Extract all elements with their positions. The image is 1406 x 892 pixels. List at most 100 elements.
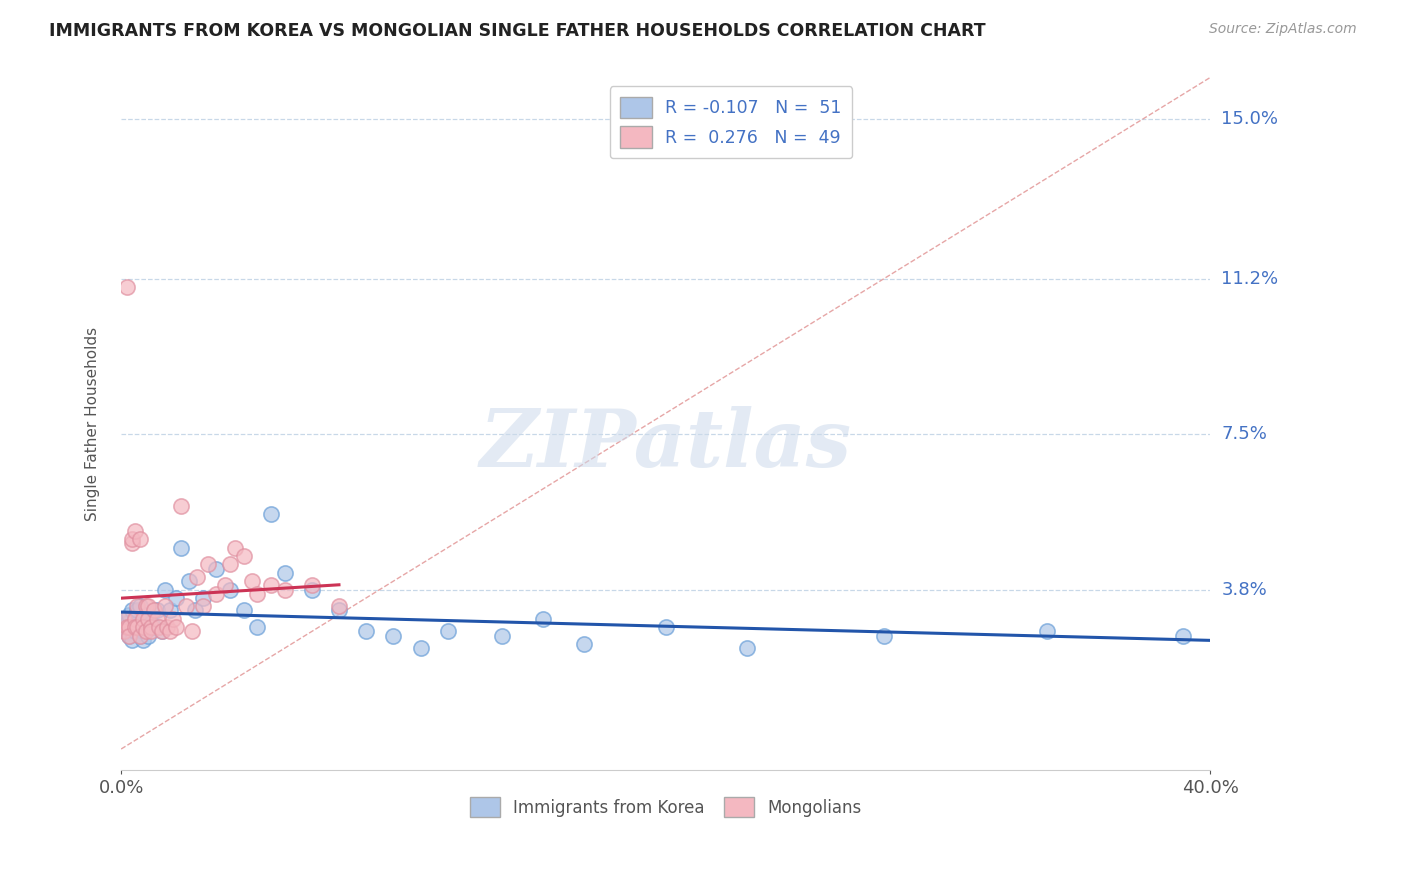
Y-axis label: Single Father Households: Single Father Households: [86, 326, 100, 521]
Point: [127, 603, 149, 617]
Point: [176, 599, 198, 614]
Point: [139, 616, 162, 631]
Point: [132, 632, 155, 647]
Point: [145, 612, 167, 626]
Point: [156, 620, 179, 634]
Text: Source: ZipAtlas.com: Source: ZipAtlas.com: [1209, 22, 1357, 37]
Point: [246, 620, 269, 634]
Point: [301, 578, 323, 592]
Point: [121, 603, 143, 617]
Point: [135, 607, 157, 622]
Point: [232, 549, 254, 563]
Point: [240, 574, 263, 588]
Point: [138, 629, 160, 643]
Point: [409, 641, 432, 656]
Point: [159, 603, 181, 617]
Point: [138, 612, 160, 626]
Text: 15.0%: 15.0%: [1222, 111, 1278, 128]
Point: [129, 599, 152, 614]
Point: [124, 612, 146, 626]
Point: [224, 541, 246, 555]
Point: [150, 624, 173, 639]
Point: [170, 499, 193, 513]
Point: [132, 612, 155, 626]
Point: [162, 612, 184, 626]
Point: [737, 641, 759, 656]
Point: [124, 620, 146, 634]
Point: [135, 620, 157, 634]
Point: [654, 620, 676, 634]
Point: [260, 578, 283, 592]
Point: [118, 629, 141, 643]
Point: [129, 629, 152, 643]
Point: [179, 574, 201, 588]
Point: [165, 620, 187, 634]
Point: [135, 624, 157, 639]
Point: [142, 603, 165, 617]
Point: [197, 558, 219, 572]
Point: [301, 582, 323, 597]
Point: [118, 607, 141, 622]
Point: [191, 599, 214, 614]
Point: [139, 624, 162, 639]
Point: [148, 620, 170, 634]
Point: [124, 524, 146, 538]
Point: [191, 591, 214, 605]
Point: [328, 603, 350, 617]
Point: [112, 612, 135, 626]
Point: [121, 536, 143, 550]
Point: [354, 624, 377, 639]
Point: [214, 578, 236, 592]
Point: [531, 612, 554, 626]
Point: [260, 507, 283, 521]
Point: [118, 620, 141, 634]
Point: [872, 629, 894, 643]
Text: 3.8%: 3.8%: [1222, 581, 1267, 599]
Point: [183, 603, 205, 617]
Point: [205, 561, 228, 575]
Point: [145, 603, 167, 617]
Point: [205, 587, 228, 601]
Point: [135, 599, 157, 614]
Point: [273, 582, 295, 597]
Point: [112, 612, 135, 626]
Text: IMMIGRANTS FROM KOREA VS MONGOLIAN SINGLE FATHER HOUSEHOLDS CORRELATION CHART: IMMIGRANTS FROM KOREA VS MONGOLIAN SINGL…: [49, 22, 986, 40]
Text: 11.2%: 11.2%: [1222, 270, 1278, 288]
Point: [382, 629, 405, 643]
Point: [181, 624, 204, 639]
Point: [112, 624, 135, 639]
Point: [165, 591, 187, 605]
Point: [159, 624, 181, 639]
Point: [273, 566, 295, 580]
Point: [138, 599, 160, 614]
Point: [129, 629, 152, 643]
Point: [132, 624, 155, 639]
Point: [115, 624, 138, 639]
Point: [121, 632, 143, 647]
Point: [150, 624, 173, 639]
Point: [437, 624, 460, 639]
Point: [115, 616, 138, 631]
Point: [118, 629, 141, 643]
Point: [572, 637, 595, 651]
Point: [142, 620, 165, 634]
Point: [124, 624, 146, 639]
Text: ZIPatlas: ZIPatlas: [479, 406, 852, 483]
Point: [139, 620, 162, 634]
Point: [153, 582, 176, 597]
Point: [138, 612, 160, 626]
Point: [124, 612, 146, 626]
Point: [1036, 624, 1059, 639]
Point: [328, 599, 350, 614]
Point: [127, 620, 149, 634]
Point: [246, 587, 269, 601]
Point: [115, 280, 138, 294]
Point: [1171, 629, 1194, 643]
Legend: Immigrants from Korea, Mongolians: Immigrants from Korea, Mongolians: [463, 790, 869, 824]
Text: 7.5%: 7.5%: [1222, 425, 1267, 443]
Point: [219, 582, 242, 597]
Point: [170, 541, 193, 555]
Point: [219, 558, 242, 572]
Point: [232, 603, 254, 617]
Point: [491, 629, 513, 643]
